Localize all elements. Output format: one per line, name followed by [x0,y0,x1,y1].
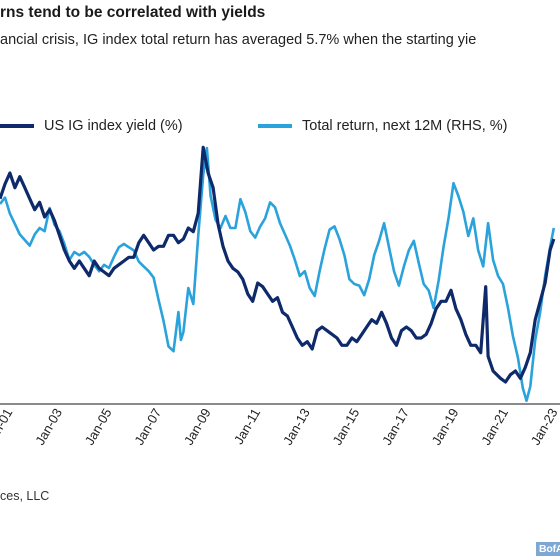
x-tick-label: Jan-15 [330,406,363,448]
line-chart: Jan-01 Jan-03 Jan-05 Jan-07 Jan-09 Jan-11 Jan-… [0,145,560,448]
x-tick-label: Jan-11 [231,406,263,447]
x-tick-layer: Jan-01 Jan-03 Jan-05 Jan-07 Jan-09 Jan-11 Jan-… [0,406,560,448]
x-tick-label: Jan-05 [82,406,115,448]
legend-item-yield: US IG index yield (%) [0,118,183,134]
x-tick-label: Jan-13 [280,406,313,448]
legend-label-return: Total return, next 12M (RHS, %) [302,118,508,134]
legend-item-return: Total return, next 12M (RHS, %) [258,118,508,134]
x-tick-label: Jan-23 [528,406,560,448]
series-line-total-return [0,146,556,403]
source-note: ces, LLC [0,489,50,503]
x-tick-label: Jan-03 [32,406,65,448]
x-tick-label: Jan-19 [429,406,462,448]
series-line-ig-yield [0,145,556,384]
x-tick-label: Jan-09 [181,406,214,448]
x-tick-label: Jan-17 [379,406,412,448]
x-tick-label: Jan-07 [131,406,164,448]
legend-swatch-return [258,124,292,128]
legend-swatch-yield [0,124,34,128]
series-layer [0,145,556,403]
chart-subtitle: ancial crisis, IG index total return has… [0,32,477,48]
x-tick-label: Jan-01 [0,406,15,448]
legend-label-yield: US IG index yield (%) [44,118,183,134]
chart-title: rns tend to be correlated with yields [0,4,266,21]
bofa-logo: BofA [536,542,560,556]
x-tick-label: Jan-21 [478,406,511,448]
